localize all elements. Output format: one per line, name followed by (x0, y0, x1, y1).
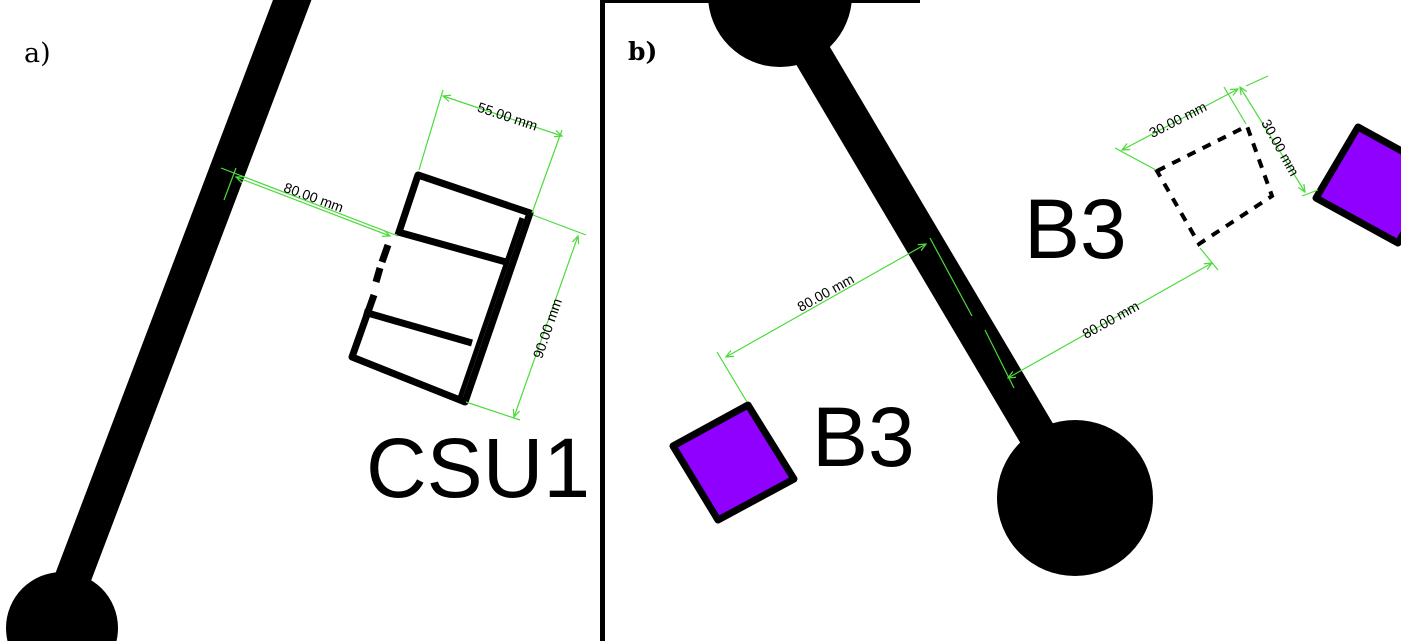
panel-b-label: b) (628, 37, 657, 66)
road-line (763, 0, 1092, 508)
panel-b: b) B3 B3 (628, 0, 1401, 576)
b3-device-left (669, 401, 798, 524)
road-line (38, 0, 312, 632)
panel-a-label: a) (24, 38, 51, 69)
road-end-circle (6, 572, 118, 641)
dim-offset-right-label: 80.00 mm (1079, 298, 1141, 342)
dim-box-width-label: 30.00 mm (1146, 98, 1209, 141)
b3-label-left: B3 (812, 390, 915, 484)
csu1-label: CSU1 (366, 421, 590, 515)
csu1-device (348, 171, 534, 406)
dim-width-label: 55.00 mm (476, 99, 540, 134)
b3-label-right: B3 (1024, 182, 1127, 276)
panel-a: a) 80.00 mm 55.00 (6, 0, 590, 641)
dim-length-label: 90.00 mm (530, 296, 565, 360)
dim-offset-label: 80.00 mm (282, 179, 346, 215)
panel-divider (600, 0, 605, 641)
road-end-circle (997, 420, 1153, 576)
b3-placeholder-box (1154, 123, 1275, 247)
panel-b-dimensions (716, 75, 1319, 403)
dim-offset-left-label: 80.00 mm (794, 271, 856, 315)
panel-a-dimensions (220, 89, 587, 421)
b3-device-right (1312, 123, 1401, 247)
dim-box-height-label: 30.00 mm (1258, 116, 1302, 178)
